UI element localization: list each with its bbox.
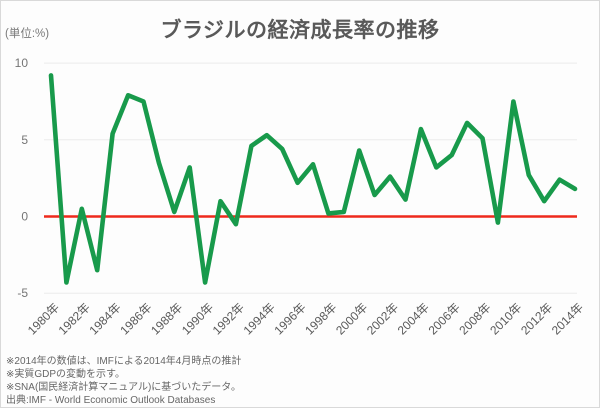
footnote-line: ※実質GDPの変動を示す。 [6, 369, 126, 380]
x-tick-label: 1986年 [117, 300, 154, 337]
footnote-line: ※2014年の数値は、IMFによる2014年4月時点の推計 [6, 356, 242, 367]
x-tick-label: 1980年 [25, 300, 62, 337]
y-tick-label: 10 [15, 56, 29, 70]
footnote-source: 出典:IMF - World Economic Outlook Database… [6, 395, 216, 406]
x-tick-label: 2002年 [364, 300, 401, 337]
x-tick-label: 1990年 [179, 300, 216, 337]
footnotes: ※2014年の数値は、IMFによる2014年4月時点の推計 ※実質GDPの変動を… [6, 355, 241, 407]
footnote-line: ※SNA(国民経済計算マニュアル)に基づいたデータ。 [6, 382, 242, 393]
x-tick-label: 1992年 [210, 300, 247, 337]
x-tick-label: 2010年 [487, 300, 524, 337]
x-tick-label: 1996年 [271, 300, 308, 337]
x-tick-label: 2008年 [456, 300, 493, 337]
x-tick-label: 2004年 [395, 300, 432, 337]
x-tick-label: 2006年 [426, 300, 463, 337]
y-tick-label: 5 [21, 133, 28, 147]
y-tick-label: -5 [17, 286, 28, 300]
y-tick-label: 0 [21, 210, 28, 224]
x-tick-label: 1998年 [302, 300, 339, 337]
x-tick-label: 2000年 [333, 300, 370, 337]
x-tick-label: 1988年 [148, 300, 185, 337]
unit-label: (単位:%) [5, 28, 50, 40]
x-tick-label: 1994年 [241, 300, 278, 337]
chart-title: ブラジルの経済成長率の推移 [160, 19, 440, 42]
series-line [48, 73, 578, 285]
x-tick-label: 2014年 [549, 300, 586, 337]
x-tick-label: 2012年 [518, 300, 555, 337]
x-tick-label: 1982年 [56, 300, 93, 337]
x-tick-label: 1984年 [86, 300, 123, 337]
line-chart: 10 5 0 -51980年1982年1984年1986年1988年1990年1992… [15, 56, 586, 337]
